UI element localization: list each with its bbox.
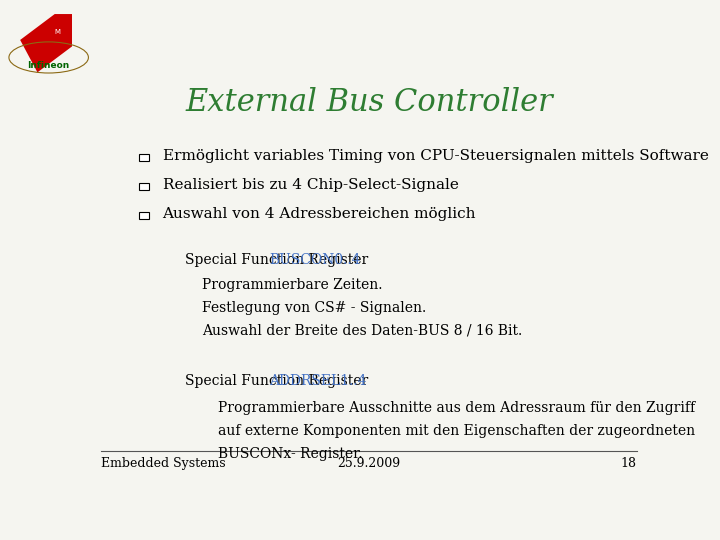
Text: Infineon: Infineon xyxy=(27,62,70,70)
Text: BUSCONx- Register.: BUSCONx- Register. xyxy=(218,447,363,461)
Text: auf externe Komponenten mit den Eigenschaften der zugeordneten: auf externe Komponenten mit den Eigensch… xyxy=(218,424,696,438)
Polygon shape xyxy=(20,14,72,72)
Text: M: M xyxy=(54,29,60,35)
Text: 25.9.2009: 25.9.2009 xyxy=(338,457,400,470)
Bar xyxy=(139,154,149,161)
Text: ADDRSEL1..4: ADDRSEL1..4 xyxy=(269,374,366,388)
Bar xyxy=(139,183,149,191)
Text: Special Function Register: Special Function Register xyxy=(185,374,372,388)
Text: Realisiert bis zu 4 Chip-Select-Signale: Realisiert bis zu 4 Chip-Select-Signale xyxy=(163,178,459,192)
Text: BUSCON0..4: BUSCON0..4 xyxy=(269,253,361,267)
Text: Special Function Register: Special Function Register xyxy=(185,253,372,267)
Bar xyxy=(139,212,149,219)
Text: Embedded Systems: Embedded Systems xyxy=(101,457,226,470)
Text: Programmierbare Ausschnitte aus dem Adressraum für den Zugriff: Programmierbare Ausschnitte aus dem Adre… xyxy=(218,401,696,415)
Text: External Bus Controller: External Bus Controller xyxy=(185,87,553,118)
Text: Festlegung von CS# - Signalen.: Festlegung von CS# - Signalen. xyxy=(202,301,426,315)
Text: Ermöglicht variables Timing von CPU-Steuersignalen mittels Software: Ermöglicht variables Timing von CPU-Steu… xyxy=(163,149,708,163)
Text: Auswahl der Breite des Daten-BUS 8 / 16 Bit.: Auswahl der Breite des Daten-BUS 8 / 16 … xyxy=(202,324,522,338)
Text: 18: 18 xyxy=(621,457,637,470)
Text: Programmierbare Zeiten.: Programmierbare Zeiten. xyxy=(202,278,382,292)
Text: Auswahl von 4 Adressbereichen möglich: Auswahl von 4 Adressbereichen möglich xyxy=(163,207,476,221)
